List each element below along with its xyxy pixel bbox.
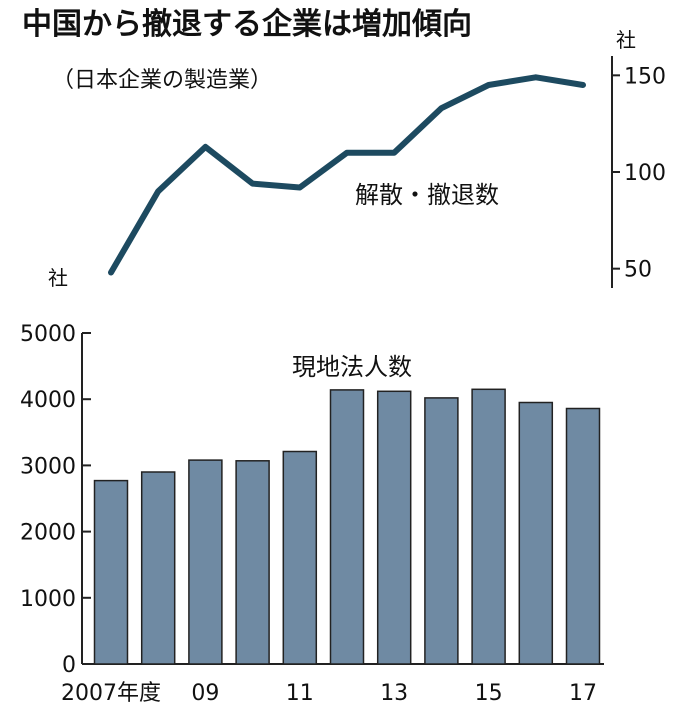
line-series <box>108 74 586 276</box>
bar-y-tick-label: 4000 <box>20 388 76 413</box>
bar <box>329 389 365 665</box>
bar <box>235 460 270 665</box>
bar-x-tick-label: 09 <box>191 681 219 706</box>
bar-y-tick-label: 0 <box>62 653 76 678</box>
line-unit-label-bottom: 社 <box>48 266 68 290</box>
bar-x-tick-label: 2007年度 <box>61 681 161 706</box>
bar-y-tick-label: 5000 <box>20 322 76 347</box>
bar <box>188 459 223 665</box>
bar <box>93 479 129 665</box>
bar-y-tick-label: 1000 <box>20 587 76 612</box>
bar-x-tick-label: 15 <box>475 681 503 706</box>
line-y-tick-label: 100 <box>624 161 666 186</box>
bar-x-tick-label: 11 <box>286 681 314 706</box>
bar <box>282 450 318 665</box>
bar <box>565 407 601 665</box>
bar-y-tick-label: 3000 <box>20 454 76 479</box>
line-series-label: 解散・撤退数 <box>355 181 499 209</box>
bar <box>518 401 554 665</box>
line-y-tick-label: 150 <box>624 64 666 89</box>
bar-x-tick-label: 13 <box>380 681 408 706</box>
bar-series-label: 現地法人数 <box>292 353 412 381</box>
line-unit-label-top: 社 <box>616 28 636 52</box>
bar-x-tick-label: 17 <box>569 681 597 706</box>
bar <box>471 388 506 665</box>
bar <box>140 471 176 665</box>
bar-y-tick-label: 2000 <box>20 521 76 546</box>
bar <box>424 397 459 665</box>
chart-title: 中国から撤退する企業は増加傾向 <box>22 7 472 42</box>
line-y-tick-label: 50 <box>624 258 652 283</box>
bar-chart: 0 1000 2000 3000 4000 5000 現地法人数 2007年度 09 11 13 15… <box>20 322 604 706</box>
bar <box>376 390 412 665</box>
chart-subtitle: （日本企業の製造業） <box>52 68 272 93</box>
